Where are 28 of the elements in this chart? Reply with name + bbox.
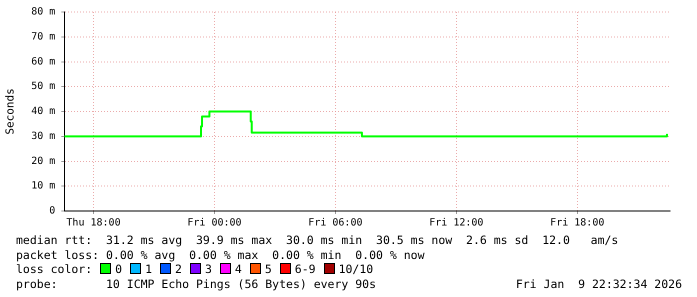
text: 10/10 bbox=[338, 262, 374, 276]
y-tick-label: 80 m bbox=[31, 6, 56, 18]
text: 6-9 bbox=[294, 262, 316, 276]
y-tick-label: 10 m bbox=[31, 180, 56, 192]
x-tick-label: Fri 12:00 bbox=[429, 218, 484, 229]
y-tick-label: 50 m bbox=[31, 81, 56, 92]
x-tick-label: Fri 18:00 bbox=[550, 218, 604, 229]
text: 1 bbox=[145, 262, 152, 276]
x-tick-label: Thu 18:00 bbox=[66, 218, 121, 229]
text: 5 bbox=[264, 262, 272, 276]
y-tick-label: 70 m bbox=[31, 31, 56, 42]
y-tick-label: 40 m bbox=[31, 106, 56, 118]
x-tick-label: Fri 06:00 bbox=[308, 218, 362, 229]
text: probe: 10 ICMP Echo Pings (56 Bytes) every 90s bbox=[16, 276, 376, 291]
y-tick-label: 60 m bbox=[31, 56, 56, 68]
y-axis-title: Seconds bbox=[3, 88, 16, 135]
text: 0 bbox=[115, 262, 122, 276]
text: 4 bbox=[234, 262, 242, 276]
x-tick-label: Fri 00:00 bbox=[187, 218, 242, 229]
text: loss color: bbox=[16, 262, 92, 276]
text: Fri Jan 9 22:32:34 2026 bbox=[516, 276, 682, 292]
y-tick-label: 20 m bbox=[31, 156, 56, 167]
text: packet loss: 0.00 % avg 0.00 % max 0.00 % min 0.00 % now bbox=[16, 248, 426, 262]
y-tick-label: 30 m bbox=[31, 130, 56, 142]
text: 2 bbox=[175, 262, 182, 276]
y-tick-label: 0 bbox=[49, 206, 56, 217]
text: 3 bbox=[204, 262, 212, 276]
text: median rtt: 31.2 ms avg 39.9 ms max 30.0 ms min 30.5 ms now 2.6 ms sd 12.0 am/s bbox=[16, 233, 620, 248]
